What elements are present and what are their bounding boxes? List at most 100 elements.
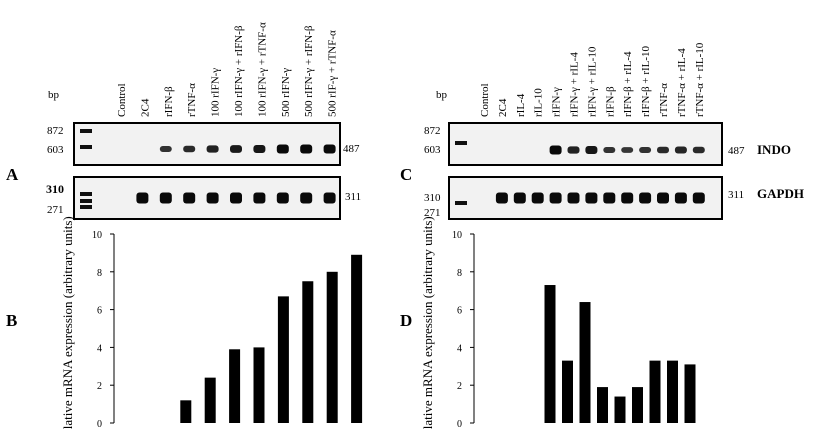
- chart-d-bar: [562, 360, 573, 423]
- chart-d-ytick-label: 10: [452, 230, 462, 241]
- left-bp-heading: bp: [48, 89, 60, 101]
- left-gapdh-band: [323, 192, 336, 204]
- left-gapdh-band: [276, 192, 289, 204]
- left-gapdh-band: [253, 192, 266, 204]
- panel-letter-b: B: [6, 311, 17, 330]
- right-marker-310: 310: [424, 192, 441, 204]
- right-lane-label: rIL-4: [515, 93, 527, 117]
- chart-b: Relative mRNA expression (arbitrary unit…: [60, 216, 363, 434]
- right-gene-indo: INDO: [757, 142, 791, 157]
- right-marker-603: 603: [424, 144, 441, 156]
- right-gapdh-band: [531, 192, 544, 204]
- chart-b-bar: [326, 271, 338, 423]
- left-indo-band: [206, 145, 219, 153]
- chart-b-bar: [302, 281, 314, 423]
- right-bp-heading: bp: [436, 89, 448, 101]
- chart-d-ylabel: Relative mRNA expression (arbitrary unit…: [420, 216, 435, 429]
- chart-d-ytick-label: 8: [457, 268, 462, 279]
- left-gapdh-ladder-mark: [80, 192, 92, 196]
- left-lane-label: 100 rIFN-γ + rTNF-α: [256, 22, 268, 117]
- right-gapdh-band: [639, 192, 652, 204]
- left-gapdh-ladder-mark: [80, 199, 92, 203]
- chart-b-bar: [180, 400, 192, 423]
- chart-b-bar: [204, 377, 216, 423]
- chart-b-bar: [253, 347, 265, 423]
- chart-b-ytick-label: 8: [97, 268, 102, 279]
- chart-b-ytick-label: 0: [97, 419, 102, 429]
- right-indo-band: [674, 146, 687, 154]
- left-gapdh-band: [230, 192, 242, 204]
- left-lane-label: 100 rIFN-γ + rIFN-β: [233, 25, 245, 117]
- left-lane-label: 500 rIF-γ + rTNF-α: [327, 30, 339, 117]
- left-lane-label: rTNF-α: [186, 83, 198, 117]
- left-indo-ladder-mark: [80, 129, 92, 133]
- right-marker-872: 872: [424, 125, 441, 137]
- panel-letter-c: C: [400, 165, 412, 184]
- right-lane-label: rTNF-α + rIL-10: [694, 42, 706, 117]
- left-indo-band: [323, 144, 336, 154]
- left-marker-872: 872: [47, 125, 64, 137]
- panel-letter-a: A: [6, 165, 19, 184]
- right-indo-band: [657, 146, 669, 154]
- right-gapdh-ladder-mark: [455, 201, 467, 205]
- panel-letter-d: D: [400, 311, 412, 330]
- left-lane-label: 500 rIFN-γ + rIFN-β: [303, 25, 315, 117]
- left-marker-310: 310: [46, 182, 64, 196]
- left-indo-ladder-mark: [80, 145, 92, 149]
- chart-b-bar: [277, 296, 289, 423]
- left-bands: [80, 129, 336, 209]
- right-gapdh-band: [585, 192, 598, 204]
- chart-b-bar: [229, 349, 241, 423]
- chart-d-ytick-label: 0: [457, 419, 462, 429]
- right-gapdh-band: [495, 192, 508, 204]
- left-size-487: 487: [343, 143, 360, 155]
- chart-d-bar: [649, 360, 661, 423]
- left-lane-label: 2C4: [139, 98, 151, 117]
- right-lane-label: rIL-10: [533, 88, 545, 117]
- right-indo-band: [639, 147, 652, 153]
- chart-d: Relative mRNA expression (arbitrary unit…: [420, 216, 696, 434]
- left-gapdh-band: [300, 192, 313, 204]
- right-indo-band: [603, 147, 616, 153]
- right-indo-band: [585, 145, 598, 155]
- right-lane-label: rTNF-α: [658, 83, 670, 117]
- chart-b-bars: [180, 254, 363, 423]
- chart-d-ticks: 0 2 4 6 8 10: [452, 230, 474, 430]
- right-lane-labels: Control 2C4 rIL-4 rIL-10 rIFN-γ rIFN-γ + rIL-…: [479, 42, 706, 117]
- right-lane-label: rIFN-β + rIL-4: [622, 51, 634, 117]
- left-marker-271: 271: [47, 204, 64, 216]
- right-indo-gel: [448, 122, 723, 166]
- chart-d-bar: [684, 364, 696, 423]
- left-indo-band: [183, 145, 196, 153]
- right-indo-ladder-mark: [455, 141, 467, 145]
- chart-b-ytick-label: 2: [97, 381, 102, 392]
- right-lane-label: rIFN-γ: [551, 87, 563, 117]
- right-bands: [455, 141, 705, 205]
- chart-b-ylabel: Relative mRNA expression (arbitrary unit…: [60, 216, 75, 429]
- chart-d-bar: [614, 396, 626, 423]
- left-indo-gel: [73, 122, 341, 166]
- left-gapdh-band: [136, 192, 149, 204]
- left-indo-band: [159, 146, 172, 152]
- left-lane-label: 500 rIFN-γ: [280, 68, 292, 117]
- right-indo-band: [692, 146, 705, 154]
- right-gapdh-band: [549, 192, 562, 204]
- chart-b-ticks: 0 2 4 6 8 10: [92, 230, 114, 430]
- chart-d-ytick-label: 2: [457, 381, 462, 392]
- chart-d-bar: [632, 387, 643, 423]
- chart-b-ytick-label: 10: [92, 230, 102, 241]
- right-gapdh-band: [692, 192, 705, 204]
- right-size-311: 311: [728, 189, 744, 201]
- left-size-311: 311: [345, 191, 361, 203]
- right-lane-label: 2C4: [497, 98, 509, 117]
- right-indo-band: [567, 146, 580, 154]
- left-indo-band: [276, 144, 289, 154]
- left-gapdh-ladder-mark: [80, 205, 92, 209]
- chart-d-bars: [544, 285, 696, 423]
- right-gapdh-band: [621, 192, 634, 204]
- chart-d-bar: [597, 387, 608, 423]
- left-indo-band: [230, 145, 242, 153]
- right-gene-gapdh: GAPDH: [757, 186, 804, 201]
